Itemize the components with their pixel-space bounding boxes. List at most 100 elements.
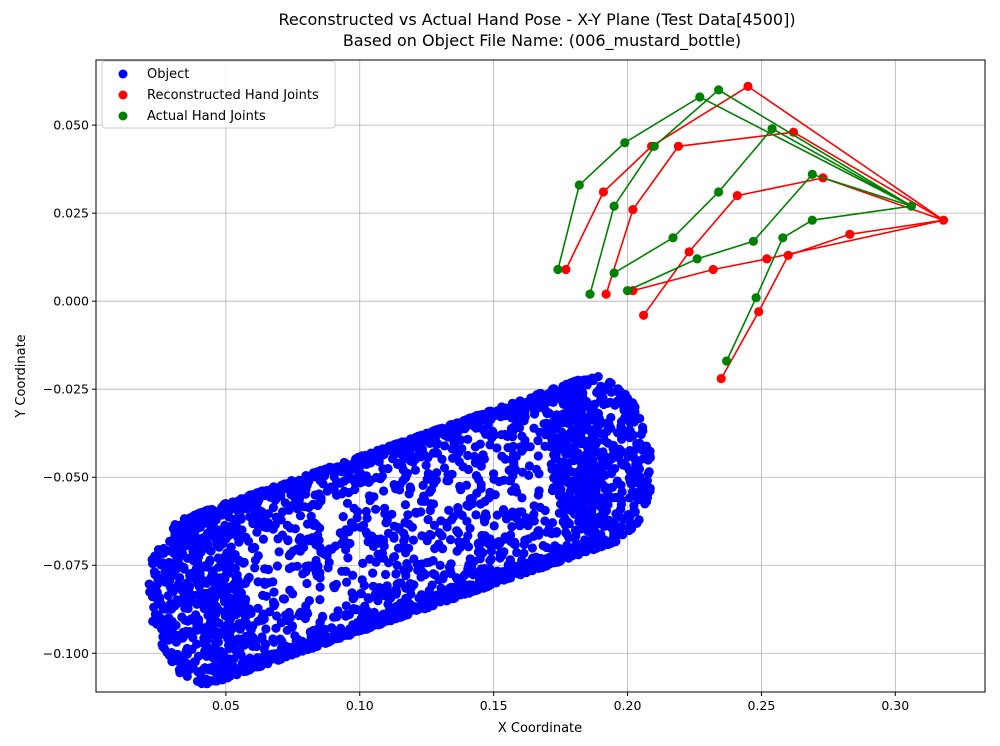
legend-marker-reconstructed — [118, 90, 128, 100]
object-point — [226, 500, 236, 510]
reconstructed-joint — [938, 215, 949, 225]
object-point — [508, 406, 518, 416]
x-axis-label: X Coordinate — [498, 721, 582, 736]
object-point — [304, 596, 314, 606]
actual-joint — [767, 124, 777, 134]
object-point — [308, 561, 318, 572]
actual-joint — [722, 356, 732, 366]
object-point — [357, 624, 368, 634]
object-point — [371, 557, 381, 567]
actual-joint — [609, 268, 619, 278]
object-point — [379, 486, 389, 496]
object-point — [429, 520, 440, 531]
object-point — [588, 532, 598, 542]
object-point — [441, 431, 451, 441]
object-point — [511, 465, 521, 475]
object-point — [212, 539, 222, 549]
y-tick-label: −0.100 — [43, 646, 89, 661]
object-point — [507, 522, 517, 532]
object-point — [346, 518, 356, 528]
object-point — [465, 494, 475, 504]
actual-joint — [906, 201, 917, 211]
object-point — [470, 442, 480, 452]
object-point — [174, 562, 184, 572]
object-point — [452, 574, 462, 584]
object-point — [533, 436, 543, 446]
object-point — [520, 535, 530, 545]
reconstructed-joint — [762, 254, 772, 264]
object-point — [615, 386, 625, 396]
object-point — [278, 507, 288, 517]
object-point — [190, 524, 200, 535]
object-point — [203, 539, 213, 549]
object-point — [213, 589, 223, 599]
object-point — [170, 601, 180, 611]
object-point — [607, 482, 618, 492]
object-point — [616, 480, 626, 490]
object-point — [560, 513, 570, 524]
x-tick-label: 0.10 — [346, 698, 374, 713]
object-point — [524, 461, 535, 471]
object-point — [423, 515, 433, 525]
object-point — [523, 521, 533, 531]
object-point — [378, 617, 388, 628]
object-point — [485, 440, 495, 450]
object-point — [251, 661, 261, 672]
object-point — [240, 612, 251, 622]
object-point — [275, 634, 285, 644]
object-point — [349, 592, 359, 602]
object-point — [356, 589, 366, 599]
object-point — [612, 396, 623, 406]
object-point — [292, 479, 302, 490]
actual-hand — [553, 85, 917, 366]
x-tick-label: 0.30 — [881, 698, 909, 713]
object-point — [621, 461, 631, 471]
object-point — [273, 534, 283, 544]
object-point — [371, 504, 381, 514]
object-point — [515, 396, 525, 406]
actual-joint — [695, 92, 705, 102]
object-point — [607, 493, 617, 503]
object-point — [555, 466, 565, 476]
object-point — [259, 513, 269, 523]
object-point — [399, 565, 409, 575]
object-point — [331, 579, 341, 590]
object-point — [496, 430, 507, 440]
object-point — [148, 558, 158, 569]
object-point — [562, 440, 572, 450]
object-point — [507, 486, 517, 496]
object-point — [223, 566, 233, 576]
object-point — [459, 582, 469, 592]
object-point — [455, 542, 465, 553]
object-point — [497, 451, 507, 461]
object-point — [556, 484, 566, 494]
object-point — [202, 651, 212, 662]
object-point — [190, 537, 201, 547]
object-point — [517, 493, 527, 503]
object-point — [635, 438, 645, 448]
object-point — [432, 448, 443, 458]
object-point — [174, 551, 184, 561]
object-point — [253, 520, 263, 530]
object-point — [342, 498, 353, 508]
object-point — [245, 512, 255, 522]
object-point — [309, 520, 319, 531]
object-point — [598, 515, 609, 525]
legend-label-actual: Actual Hand Joints — [147, 109, 266, 124]
object-point — [163, 591, 173, 601]
object-point — [313, 569, 323, 579]
object-point — [460, 569, 470, 580]
object-point — [287, 621, 297, 631]
object-point — [238, 558, 248, 568]
object-point — [466, 585, 476, 595]
object-point — [194, 582, 204, 592]
x-tick-label: 0.20 — [614, 698, 642, 713]
object-point — [401, 444, 411, 454]
object-point — [315, 617, 325, 627]
actual-joint — [553, 264, 563, 275]
actual-joint — [649, 141, 659, 151]
object-point — [474, 474, 484, 485]
object-point — [315, 582, 325, 592]
object-point — [582, 397, 592, 407]
object-point — [374, 446, 384, 456]
